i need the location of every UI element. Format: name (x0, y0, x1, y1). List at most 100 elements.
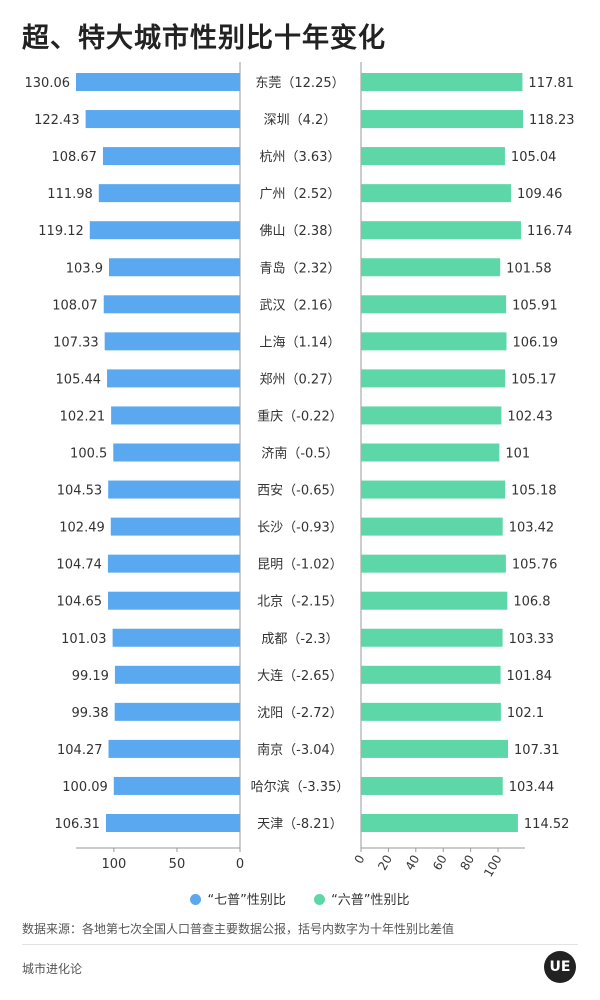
bar-sixth-census (361, 258, 501, 277)
value-label-seventh: 111.98 (47, 187, 93, 202)
value-label-sixth: 101.84 (507, 669, 553, 684)
city-label: 天津（-8.21） (257, 817, 343, 832)
value-label-sixth: 103.44 (509, 780, 555, 795)
bar-seventh-census (104, 332, 241, 351)
bar-sixth-census (361, 628, 503, 647)
bar-sixth-census (361, 665, 501, 684)
value-label-seventh: 102.49 (59, 521, 105, 536)
right-axis-tick-label: 0 (352, 853, 368, 867)
bar-sixth-census (361, 739, 509, 758)
value-label-seventh: 103.9 (66, 261, 103, 276)
value-label-sixth: 105.76 (512, 558, 557, 573)
city-label: 济南（-0.5） (261, 446, 338, 462)
bar-sixth-census (361, 221, 521, 240)
value-label-seventh: 105.44 (56, 372, 102, 387)
bar-seventh-census (113, 443, 240, 462)
brand-logo: UE (544, 951, 576, 983)
value-label-sixth: 103.42 (509, 521, 554, 536)
value-label-seventh: 101.03 (61, 632, 107, 647)
value-label-seventh: 100.09 (62, 780, 108, 795)
bar-seventh-census (85, 110, 241, 129)
legend-dot-sixth (314, 894, 326, 905)
city-label: 杭州（3.63） (260, 150, 341, 165)
city-label: 佛山（2.38） (260, 224, 341, 239)
legend-item-sixth[interactable]: “六普”性别比 (314, 889, 410, 908)
bar-sixth-census (361, 184, 511, 203)
bar-seventh-census (113, 776, 240, 795)
bar-sixth-census (361, 776, 503, 795)
right-axis-tick-label: 40 (403, 853, 423, 873)
city-label: 昆明（-1.02） (257, 558, 343, 573)
value-label-sixth: 106.8 (513, 595, 550, 610)
bar-seventh-census (108, 258, 240, 277)
city-label: 长沙（-0.93） (257, 521, 343, 536)
value-label-seventh: 130.06 (25, 76, 71, 91)
bar-sixth-census (361, 480, 506, 499)
data-source-note: 数据来源：各地第七次全国人口普查主要数据公报，括号内数字为十年性别比差值 (22, 922, 455, 936)
bar-seventh-census (102, 147, 240, 166)
value-label-sixth: 107.31 (514, 743, 560, 758)
chart-title: 超、特大城市性别比十年变化 (22, 23, 386, 54)
legend-label-sixth: “六普”性别比 (331, 893, 410, 908)
right-axis-tick-label: 60 (430, 853, 450, 873)
city-label: 郑州（0.27） (260, 372, 341, 387)
value-label-seventh: 119.12 (38, 224, 84, 239)
value-label-sixth: 116.74 (527, 224, 573, 239)
bar-seventh-census (89, 221, 240, 240)
value-label-seventh: 104.53 (57, 484, 103, 499)
city-label: 上海（1.14） (260, 335, 341, 350)
bar-seventh-census (105, 814, 240, 832)
value-label-seventh: 104.65 (57, 595, 103, 610)
value-label-sixth: 118.23 (529, 113, 575, 128)
bar-sixth-census (361, 147, 505, 166)
bar-seventh-census (110, 517, 240, 536)
bar-seventh-census (103, 295, 241, 314)
bar-sixth-census (361, 702, 501, 721)
value-label-seventh: 104.74 (56, 558, 102, 573)
bar-seventh-census (108, 591, 241, 610)
value-label-sixth: 117.81 (528, 76, 574, 91)
bar-sixth-census (361, 406, 502, 425)
value-label-seventh: 106.31 (54, 817, 100, 832)
brand-name: 城市进化论 (22, 962, 83, 976)
value-label-seventh: 108.67 (51, 150, 97, 165)
bar-seventh-census (114, 702, 240, 721)
value-label-sixth: 109.46 (517, 187, 563, 202)
value-label-seventh: 102.21 (60, 409, 106, 424)
bar-sixth-census (361, 110, 523, 129)
left-axis-tick-label: 0 (236, 857, 244, 872)
value-label-seventh: 107.33 (53, 335, 99, 350)
city-label: 武汉（2.16） (260, 298, 341, 313)
value-label-sixth: 101 (505, 447, 530, 462)
bar-seventh-census (76, 73, 240, 91)
value-label-seventh: 122.43 (34, 113, 80, 128)
bar-sixth-census (361, 591, 508, 610)
city-label: 北京（-2.15） (257, 595, 343, 610)
right-axis-tick-label: 20 (375, 853, 395, 873)
city-label: 沈阳（-2.72） (257, 706, 343, 721)
city-label: 广州（2.52） (260, 187, 341, 202)
value-label-sixth: 103.33 (509, 632, 555, 647)
value-label-sixth: 105.17 (511, 372, 557, 387)
value-label-seventh: 108.07 (52, 298, 98, 313)
city-label: 深圳（4.2） (264, 113, 337, 128)
city-label: 哈尔滨（-3.35） (251, 779, 350, 795)
city-label: 青岛（2.32） (260, 260, 341, 276)
left-axis-tick-label: 100 (101, 857, 126, 872)
bar-seventh-census (108, 739, 240, 758)
value-label-seventh: 104.27 (57, 743, 103, 758)
bar-sixth-census (361, 295, 507, 314)
value-label-sixth: 101.58 (506, 261, 552, 276)
legend-item-seventh[interactable]: “七普”性别比 (190, 889, 286, 908)
city-label: 重庆（-0.22） (257, 408, 343, 424)
value-label-sixth: 105.91 (512, 298, 558, 313)
city-label: 东莞（12.25） (255, 76, 344, 91)
bar-sixth-census (361, 814, 518, 832)
value-label-sixth: 105.18 (511, 484, 557, 499)
value-label-seventh: 100.5 (70, 447, 107, 462)
bar-sixth-census (361, 443, 500, 462)
legend-dot-seventh (190, 894, 202, 905)
bar-seventh-census (108, 480, 240, 499)
value-label-sixth: 106.19 (513, 335, 559, 350)
legend-label-seventh: “七普”性别比 (207, 893, 286, 908)
